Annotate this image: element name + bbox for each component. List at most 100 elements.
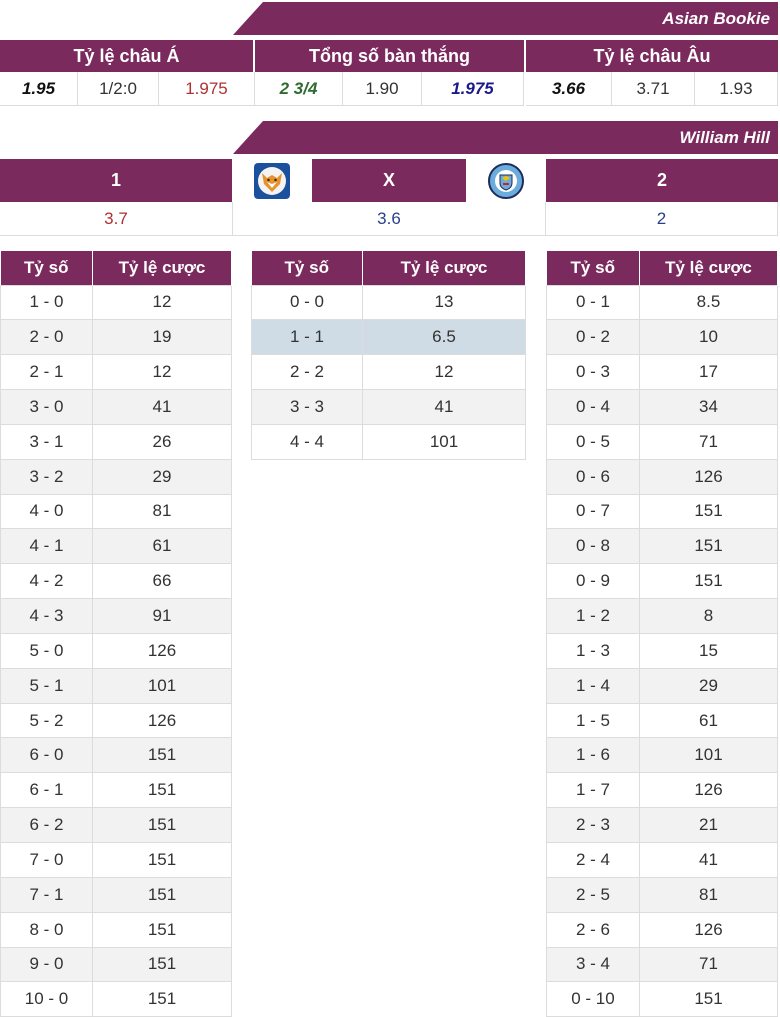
home-score-cell: 5 - 2: [0, 702, 93, 739]
table-row: 5 - 2 126: [0, 702, 232, 739]
asian-bookie-value-text: 1/2:0: [99, 78, 137, 98]
home-odds-cell: 151: [92, 737, 232, 774]
header-total-goals-label: Tổng số bàn thắng: [309, 45, 470, 66]
asian-bookie-value-8: 1.93: [695, 72, 778, 106]
away-odds-cell: 101: [639, 737, 778, 774]
away-odds-cell: 10: [639, 319, 778, 356]
table-row: 0 - 0 13: [251, 284, 526, 321]
table-row: 0 - 8 151: [546, 528, 778, 565]
table-row: 3 - 3 41: [251, 389, 526, 425]
home-header-score: Tỷ số: [0, 251, 93, 285]
draw-score-cell: 1 - 1: [251, 319, 363, 356]
home-odds-cell: 19: [92, 319, 232, 356]
away-odds-cell: 41: [639, 842, 778, 878]
table-row: 4 - 3 91: [0, 598, 232, 634]
home-score-cell: 7 - 1: [0, 876, 93, 913]
home-odds-cell: 81: [92, 493, 232, 530]
table-row: 1 - 7 126: [546, 772, 778, 809]
away-score-cell: 1 - 2: [546, 598, 640, 634]
odds-draw: 3.6: [233, 202, 546, 236]
table-row: 4 - 4 101: [251, 423, 526, 460]
away-odds-cell: 151: [639, 528, 778, 565]
home-odds-cell: 126: [92, 632, 232, 669]
asian-bookie-ribbon: Asian Bookie: [233, 2, 778, 35]
away-odds-cell: 17: [639, 354, 778, 391]
header-european-odds: Tỷ lệ châu Âu: [526, 40, 778, 72]
home-odds-cell: 101: [92, 667, 232, 704]
away-header-score: Tỷ số: [546, 251, 640, 285]
away-score-cell: 1 - 4: [546, 667, 640, 704]
asian-bookie-value-7: 3.71: [612, 72, 695, 106]
home-score-cell: 6 - 0: [0, 737, 93, 774]
table-row: 7 - 1 151: [0, 876, 232, 913]
away-odds-cell: 21: [639, 807, 778, 843]
table-row: 2 - 5 81: [546, 876, 778, 913]
asian-bookie-value-text: 1.93: [719, 78, 753, 98]
away-team-logo: [467, 159, 545, 202]
home-score-cell: 4 - 2: [0, 563, 93, 600]
table-row: 4 - 0 81: [0, 493, 232, 530]
away-score-cell: 3 - 4: [546, 946, 640, 983]
table-row: 1 - 5 61: [546, 702, 778, 739]
odds-away-win: 2: [546, 202, 778, 236]
draw-score-cell: 0 - 0: [251, 284, 363, 321]
home-odds-cell: 151: [92, 911, 232, 948]
table-row: 1 - 0 12: [0, 284, 232, 321]
home-score-cell: 5 - 0: [0, 632, 93, 669]
table-row: 0 - 3 17: [546, 354, 778, 391]
table-row: 3 - 2 29: [0, 458, 232, 495]
header-draw: X: [312, 159, 466, 202]
table-row: 0 - 2 10: [546, 319, 778, 356]
away-score-cell: 2 - 3: [546, 807, 640, 843]
table-row: 0 - 5 71: [546, 423, 778, 460]
asian-bookie-value-text: 3.66: [551, 78, 586, 98]
asian-bookie-value-1: 1/2:0: [78, 72, 159, 106]
away-odds-cell: 151: [639, 493, 778, 530]
home-odds-cell: 151: [92, 772, 232, 809]
table-row: 0 - 1 8.5: [546, 284, 778, 321]
away-odds-cell: 34: [639, 389, 778, 425]
table-row: 2 - 4 41: [546, 842, 778, 878]
table-row: 4 - 1 61: [0, 528, 232, 565]
home-score-cell: 2 - 0: [0, 319, 93, 356]
asian-bookie-value-text: 1.975: [451, 78, 494, 98]
away-score-cell: 0 - 6: [546, 458, 640, 495]
away-score-cell: 2 - 5: [546, 876, 640, 913]
table-row: 0 - 7 151: [546, 493, 778, 530]
header-away-win-label: 2: [656, 170, 667, 190]
asian-bookie-value-text: 1.975: [185, 78, 228, 98]
table-row: 2 - 2 12: [251, 354, 526, 391]
draw-odds-cell: 6.5: [362, 319, 526, 356]
draw-odds-cell: 13: [362, 284, 526, 321]
header-asian-handicap-label: Tỷ lệ châu Á: [73, 45, 180, 66]
table-row: 3 - 4 71: [546, 946, 778, 983]
asian-bookie-value-4: 1.90: [343, 72, 422, 106]
asian-bookie-value-text: 2 3/4: [279, 78, 318, 98]
home-score-cell: 1 - 0: [0, 284, 93, 321]
draw-header-score: Tỷ số: [251, 251, 363, 285]
header-home-win: 1: [0, 159, 232, 202]
table-row: 1 - 6 101: [546, 737, 778, 774]
table-row: 1 - 4 29: [546, 667, 778, 704]
home-score-cell: 5 - 1: [0, 667, 93, 704]
asian-bookie-value-2: 1.975: [159, 72, 255, 106]
table-row: 3 - 1 26: [0, 423, 232, 460]
away-score-cell: 1 - 7: [546, 772, 640, 809]
away-score-cell: 1 - 3: [546, 632, 640, 669]
home-score-cell: 2 - 1: [0, 354, 93, 391]
away-score-cell: 1 - 5: [546, 702, 640, 739]
asian-bookie-value-5: 1.975: [422, 72, 524, 106]
home-score-cell: 6 - 1: [0, 772, 93, 809]
table-row: 0 - 6 126: [546, 458, 778, 495]
home-odds-cell: 151: [92, 981, 232, 1017]
home-score-cell: 4 - 0: [0, 493, 93, 530]
away-score-cell: 0 - 5: [546, 423, 640, 460]
away-odds-cell: 8: [639, 598, 778, 634]
table-row: 6 - 2 151: [0, 807, 232, 843]
draw-scores-table: Tỷ số Tỷ lệ cược 0 - 0 13 1 - 1 6.5 2 - 2 12 3 -…: [251, 251, 526, 460]
table-row: 2 - 6 126: [546, 911, 778, 948]
away-score-cell: 1 - 6: [546, 737, 640, 774]
home-odds-cell: 151: [92, 876, 232, 913]
odds-draw-value: 3.6: [377, 208, 401, 228]
